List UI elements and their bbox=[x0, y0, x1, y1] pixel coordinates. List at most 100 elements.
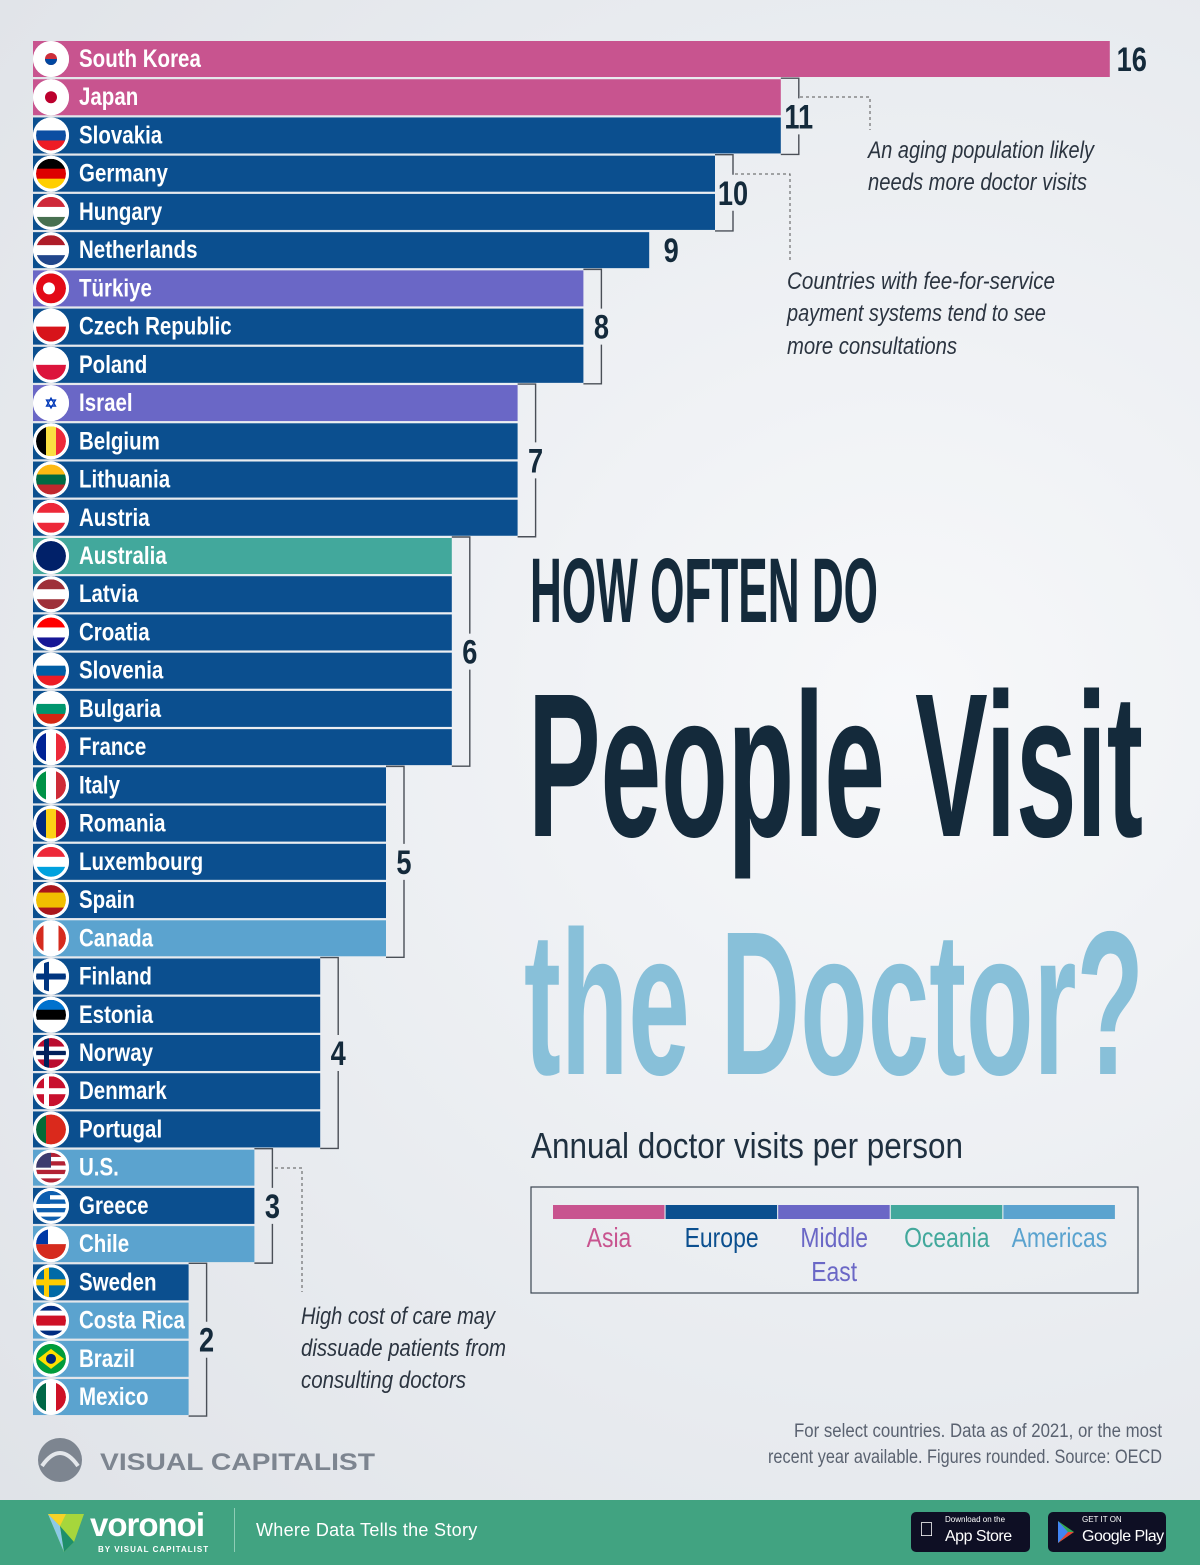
costa-rica-flag-icon bbox=[33, 1302, 69, 1339]
app-store-button[interactable]:  Download on the App Store bbox=[911, 1512, 1030, 1552]
value-label: 11 bbox=[784, 97, 813, 136]
google-play-button[interactable]: GET IT ON Google Play bbox=[1048, 1512, 1166, 1552]
country-label: Greece bbox=[79, 1191, 149, 1219]
annotations: An aging population likely needs more do… bbox=[275, 96, 1096, 1394]
germany-flag-icon bbox=[33, 155, 69, 192]
value-label: 3 bbox=[265, 1187, 280, 1226]
finland-flag-icon bbox=[33, 958, 69, 995]
voronoi-logo-icon bbox=[48, 1514, 84, 1552]
bar-row: Slovakia bbox=[33, 117, 781, 154]
group-bracket bbox=[254, 1147, 274, 1264]
source-line-2: recent year available. Figures rounded. … bbox=[768, 1447, 1162, 1468]
bar-row: Luxembourg bbox=[33, 843, 386, 880]
value-group: 8 bbox=[583, 268, 609, 385]
annotation-fee-3: more consultations bbox=[787, 333, 957, 360]
legend-label: Asia bbox=[587, 1223, 632, 1254]
bar bbox=[33, 1111, 321, 1148]
bar-row: Japan bbox=[33, 79, 781, 116]
app-store-label: App Store bbox=[945, 1528, 1012, 1545]
value-label: 6 bbox=[462, 633, 477, 672]
portugal-flag-icon bbox=[33, 1111, 69, 1148]
bar-row: Spain bbox=[33, 882, 386, 919]
country-label: Hungary bbox=[79, 197, 162, 225]
value-group: 16 bbox=[1117, 40, 1147, 79]
latvia-flag-icon bbox=[33, 576, 69, 613]
country-label: Czech Republic bbox=[79, 312, 232, 340]
country-label: Portugal bbox=[79, 1114, 162, 1142]
country-label: Netherlands bbox=[79, 235, 197, 263]
group-bracket bbox=[451, 536, 471, 767]
bar bbox=[33, 423, 518, 460]
google-play-label: Google Play bbox=[1082, 1528, 1164, 1545]
australia-flag-icon bbox=[33, 537, 69, 574]
legend-label: Oceania bbox=[904, 1223, 990, 1254]
bar bbox=[33, 79, 781, 116]
group-bracket bbox=[188, 1262, 208, 1417]
country-label: Italy bbox=[79, 770, 120, 798]
country-label: Finland bbox=[79, 962, 152, 990]
annotation-cost-1: High cost of care may bbox=[301, 1303, 497, 1330]
group-bracket bbox=[583, 268, 603, 385]
legend-swatch bbox=[778, 1205, 890, 1219]
value-group: 3 bbox=[254, 1147, 280, 1264]
south-korea-flag-icon bbox=[33, 41, 69, 77]
voronoi-by-line: BY VISUAL CAPITALIST bbox=[98, 1545, 210, 1554]
group-bracket bbox=[517, 383, 537, 538]
value-label: 16 bbox=[1117, 40, 1147, 79]
bar-row: Croatia bbox=[33, 614, 452, 651]
bar bbox=[33, 1187, 255, 1224]
bar-row: Slovenia bbox=[33, 652, 452, 689]
country-label: Australia bbox=[79, 541, 167, 569]
belgium-flag-icon bbox=[33, 423, 69, 460]
bar bbox=[33, 576, 452, 613]
country-label: Sweden bbox=[79, 1267, 156, 1295]
bar-row: Italy bbox=[33, 767, 386, 804]
value-label: 7 bbox=[528, 441, 543, 480]
country-label: Croatia bbox=[79, 617, 150, 645]
legend-item: Americas bbox=[1003, 1205, 1115, 1254]
bar bbox=[33, 155, 715, 192]
country-label: Costa Rica bbox=[79, 1306, 185, 1334]
japan-flag-icon bbox=[33, 79, 69, 116]
bar bbox=[33, 958, 321, 995]
bar-row: Norway bbox=[33, 1034, 321, 1071]
denmark-flag-icon bbox=[33, 1073, 69, 1110]
country-label: U.S. bbox=[79, 1153, 119, 1181]
legend-label: Middle bbox=[800, 1223, 868, 1254]
annotation-aging-1: An aging population likely bbox=[866, 137, 1095, 164]
legend-swatch bbox=[1003, 1205, 1115, 1219]
footer-tagline: Where Data Tells the Story bbox=[256, 1520, 478, 1540]
israel-flag-icon bbox=[33, 385, 69, 422]
bar bbox=[33, 805, 386, 842]
value-group: 6 bbox=[451, 536, 477, 767]
bar-row: Latvia bbox=[33, 576, 452, 613]
luxembourg-flag-icon bbox=[33, 843, 69, 880]
country-label: Mexico bbox=[79, 1382, 149, 1410]
annotation-aging-2: needs more doctor visits bbox=[868, 169, 1087, 196]
spain-flag-icon bbox=[33, 882, 69, 919]
legend-swatch bbox=[665, 1205, 778, 1219]
bar bbox=[33, 41, 1110, 77]
bar bbox=[33, 882, 386, 919]
country-label: Estonia bbox=[79, 1000, 153, 1028]
bar bbox=[33, 537, 452, 574]
bar bbox=[33, 117, 781, 154]
legend-swatch bbox=[553, 1205, 665, 1219]
value-label: 9 bbox=[664, 231, 679, 270]
value-label: 5 bbox=[396, 843, 411, 882]
bar-row: Romania bbox=[33, 805, 386, 842]
footer-divider bbox=[234, 1508, 235, 1552]
visual-capitalist-logo: VISUAL CAPITALIST bbox=[38, 1438, 375, 1482]
group-bracket bbox=[386, 765, 405, 958]
value-group: 2 bbox=[188, 1262, 214, 1417]
bar bbox=[33, 729, 452, 766]
france-flag-icon bbox=[33, 729, 69, 766]
country-label: Spain bbox=[79, 885, 135, 913]
italy-flag-icon bbox=[33, 767, 69, 804]
romania-flag-icon bbox=[33, 805, 69, 842]
legend-label: Europe bbox=[685, 1223, 759, 1254]
country-label: Japan bbox=[79, 82, 138, 110]
bar-row: South Korea bbox=[33, 41, 1110, 77]
bar bbox=[33, 232, 650, 269]
